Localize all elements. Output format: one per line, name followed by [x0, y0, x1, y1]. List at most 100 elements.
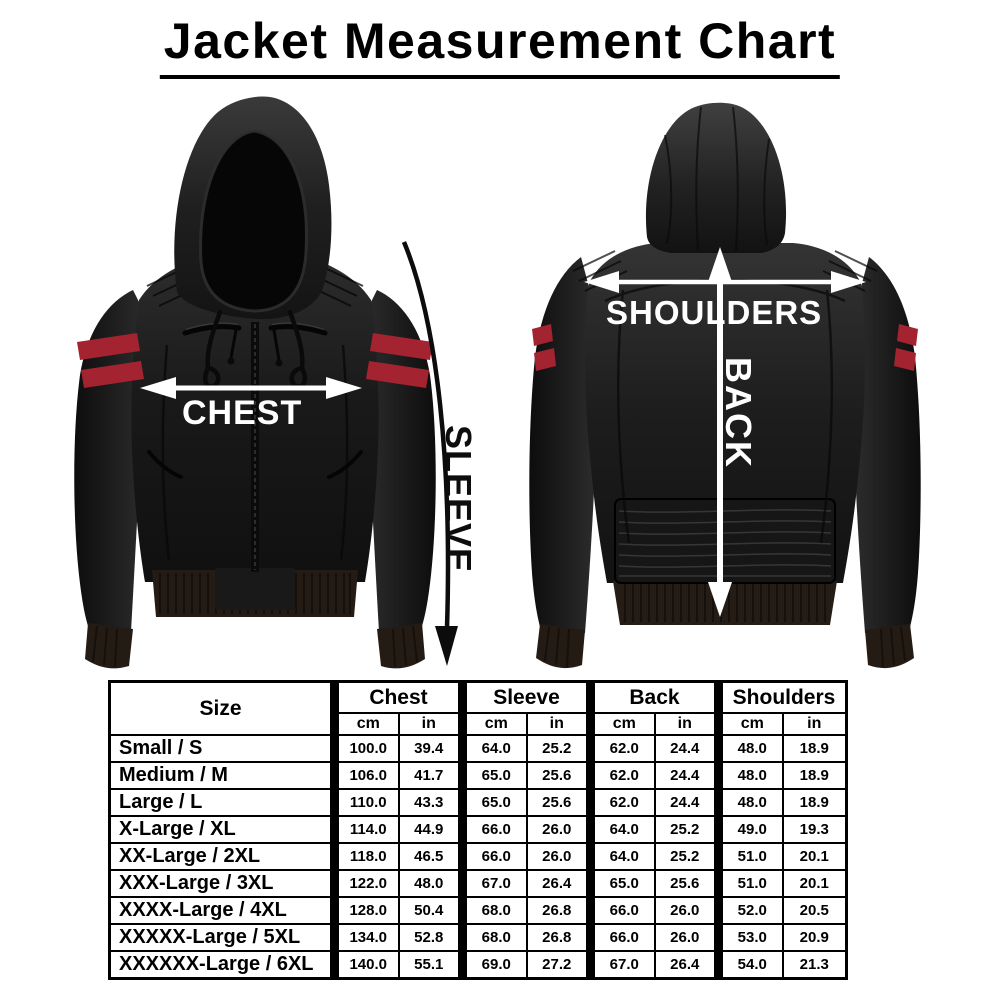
sleeve-label: SLEEVE [438, 425, 479, 574]
back-label: BACK [718, 357, 759, 469]
value-cell: 46.5 [397, 842, 464, 871]
size-cell: Medium / M [108, 761, 336, 790]
table-row: XXXXXX-Large / 6XL 140.0 55.1 69.0 27.2 67.0 2… [108, 950, 848, 980]
value-cell: 25.6 [525, 761, 592, 790]
value-cell: 20.1 [781, 842, 848, 871]
value-cell: 26.8 [525, 896, 592, 925]
value-cell: 65.0 [586, 869, 656, 898]
value-cell: 140.0 [330, 950, 400, 980]
value-cell: 41.7 [397, 761, 464, 790]
value-cell: 44.9 [397, 815, 464, 844]
value-cell: 48.0 [714, 788, 784, 817]
value-cell: 21.3 [781, 950, 848, 980]
back-left-cuff [536, 624, 585, 669]
value-cell: 18.9 [781, 761, 848, 790]
table-row: X-Large / XL 114.0 44.9 66.0 26.0 64.0 25.2 49.… [108, 815, 848, 844]
back-hem-band [613, 581, 837, 625]
value-cell: 62.0 [586, 734, 656, 763]
size-cell: XXXX-Large / 4XL [108, 896, 336, 925]
value-cell: 64.0 [586, 842, 656, 871]
table-row: XXX-Large / 3XL 122.0 48.0 67.0 26.4 65.0 25.6… [108, 869, 848, 898]
value-cell: 69.0 [458, 950, 528, 980]
table-row: XXXXX-Large / 5XL 134.0 52.8 68.0 26.8 66.0 26… [108, 923, 848, 952]
value-cell: 24.4 [653, 734, 720, 763]
table-row: Medium / M 106.0 41.7 65.0 25.6 62.0 24.4 48.0 1… [108, 761, 848, 790]
value-cell: 48.0 [714, 734, 784, 763]
value-cell: 18.9 [781, 788, 848, 817]
value-cell: 66.0 [586, 896, 656, 925]
front-red-stripes [77, 333, 433, 388]
table-body: Small / S 100.0 39.4 64.0 25.2 62.0 24.4 48.0 18… [108, 734, 848, 980]
table-header: Size Chest Sleeve Back Shoulders cm in c… [108, 680, 848, 736]
back-arrow [708, 247, 732, 617]
value-cell: 26.0 [653, 896, 720, 925]
value-cell: 100.0 [330, 734, 400, 763]
size-cell: Small / S [108, 734, 336, 763]
value-cell: 20.1 [781, 869, 848, 898]
value-cell: 118.0 [330, 842, 400, 871]
value-cell: 68.0 [458, 896, 528, 925]
back-hood [645, 102, 787, 254]
value-cell: 26.8 [525, 923, 592, 952]
unit-header-in: in [781, 712, 848, 736]
value-cell: 110.0 [330, 788, 400, 817]
value-cell: 51.0 [714, 842, 784, 871]
size-cell: XXX-Large / 3XL [108, 869, 336, 898]
value-cell: 48.0 [714, 761, 784, 790]
unit-header-cm: cm [714, 712, 784, 736]
value-cell: 122.0 [330, 869, 400, 898]
value-cell: 67.0 [586, 950, 656, 980]
value-cell: 49.0 [714, 815, 784, 844]
value-cell: 25.2 [525, 734, 592, 763]
value-cell: 27.2 [525, 950, 592, 980]
column-header-chest: Chest [330, 680, 464, 714]
size-cell: XXXXX-Large / 5XL [108, 923, 336, 952]
value-cell: 48.0 [397, 869, 464, 898]
value-cell: 68.0 [458, 923, 528, 952]
size-cell: XXXXXX-Large / 6XL [108, 950, 336, 980]
value-cell: 25.6 [525, 788, 592, 817]
back-quilted-panel [614, 498, 836, 584]
column-header-sleeve: Sleeve [458, 680, 592, 714]
value-cell: 64.0 [458, 734, 528, 763]
back-jacket-photo [529, 102, 921, 669]
value-cell: 114.0 [330, 815, 400, 844]
value-cell: 26.0 [653, 923, 720, 952]
value-cell: 134.0 [330, 923, 400, 952]
shoulders-label: SHOULDERS [606, 294, 823, 331]
value-cell: 25.2 [653, 842, 720, 871]
value-cell: 20.9 [781, 923, 848, 952]
value-cell: 66.0 [458, 842, 528, 871]
value-cell: 55.1 [397, 950, 464, 980]
value-cell: 26.0 [525, 815, 592, 844]
size-cell: X-Large / XL [108, 815, 336, 844]
value-cell: 20.5 [781, 896, 848, 925]
value-cell: 26.4 [653, 950, 720, 980]
value-cell: 39.4 [397, 734, 464, 763]
back-red-stripes [532, 324, 918, 371]
table-row: Small / S 100.0 39.4 64.0 25.2 62.0 24.4 48.0 18… [108, 734, 848, 763]
table-row: Large / L 110.0 43.3 65.0 25.6 62.0 24.4 48.0 18… [108, 788, 848, 817]
front-jacket-photo [74, 96, 436, 669]
value-cell: 25.6 [653, 869, 720, 898]
back-right-sleeve [854, 257, 921, 633]
unit-header-cm: cm [330, 712, 400, 736]
front-hood-opening [200, 131, 307, 311]
unit-header-in: in [525, 712, 592, 736]
value-cell: 26.0 [525, 842, 592, 871]
sleeve-arrow [401, 241, 458, 666]
value-cell: 53.0 [714, 923, 784, 952]
size-cell: Large / L [108, 788, 336, 817]
value-cell: 52.0 [714, 896, 784, 925]
value-cell: 106.0 [330, 761, 400, 790]
value-cell: 62.0 [586, 761, 656, 790]
front-drawstrings [202, 309, 308, 389]
unit-header-cm: cm [458, 712, 528, 736]
value-cell: 43.3 [397, 788, 464, 817]
column-header-size: Size [108, 680, 336, 736]
value-cell: 52.8 [397, 923, 464, 952]
value-cell: 54.0 [714, 950, 784, 980]
value-cell: 26.4 [525, 869, 592, 898]
column-header-back: Back [586, 680, 720, 714]
